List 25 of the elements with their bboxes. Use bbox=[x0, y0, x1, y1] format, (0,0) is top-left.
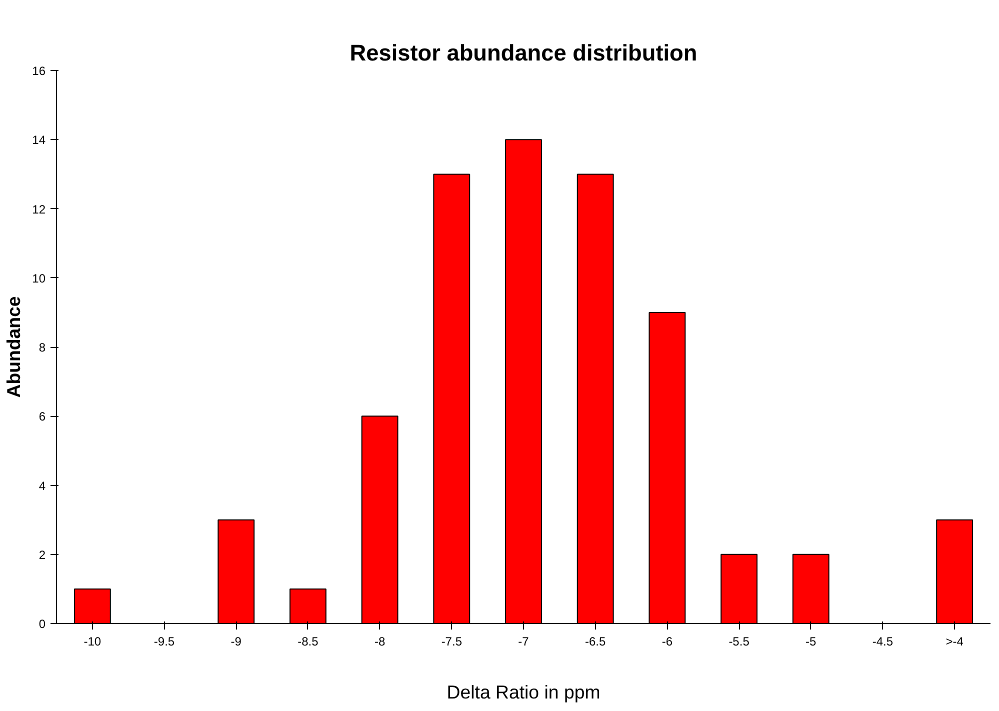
x-tick-label: -5.5 bbox=[728, 634, 750, 648]
y-tick-label: 0 bbox=[38, 617, 46, 631]
y-tick-label: 14 bbox=[32, 133, 46, 148]
y-tick-label: 12 bbox=[32, 202, 46, 216]
chart-title: Resistor abundance distribution bbox=[350, 40, 698, 66]
x-axis-title: Delta Ratio in ppm bbox=[446, 682, 600, 702]
x-tick-label: -8.5 bbox=[298, 634, 319, 648]
y-tick-label: 16 bbox=[32, 64, 46, 78]
x-tick-label: -7 bbox=[518, 634, 530, 648]
y-tick-label: 8 bbox=[38, 340, 46, 354]
x-tick-label: -6 bbox=[662, 634, 673, 648]
y-tick-label: 2 bbox=[38, 548, 46, 562]
x-tick-label: >-4 bbox=[946, 634, 964, 648]
x-tick-label: -5 bbox=[806, 634, 817, 648]
x-tick-label: -8 bbox=[374, 634, 386, 648]
x-tick-label: -10 bbox=[84, 634, 102, 648]
y-tick-label: 10 bbox=[32, 271, 46, 286]
x-tick-label: -6.5 bbox=[585, 634, 606, 648]
y-tick-label: 6 bbox=[38, 410, 46, 424]
x-tick-label: -7.5 bbox=[441, 634, 462, 648]
x-tick-label: -9 bbox=[230, 634, 242, 648]
y-axis-title: Abundance bbox=[3, 296, 24, 398]
x-tick-label: -4.5 bbox=[872, 634, 894, 648]
x-tick-label: -9.5 bbox=[154, 634, 175, 648]
y-tick-label: 4 bbox=[38, 478, 46, 493]
